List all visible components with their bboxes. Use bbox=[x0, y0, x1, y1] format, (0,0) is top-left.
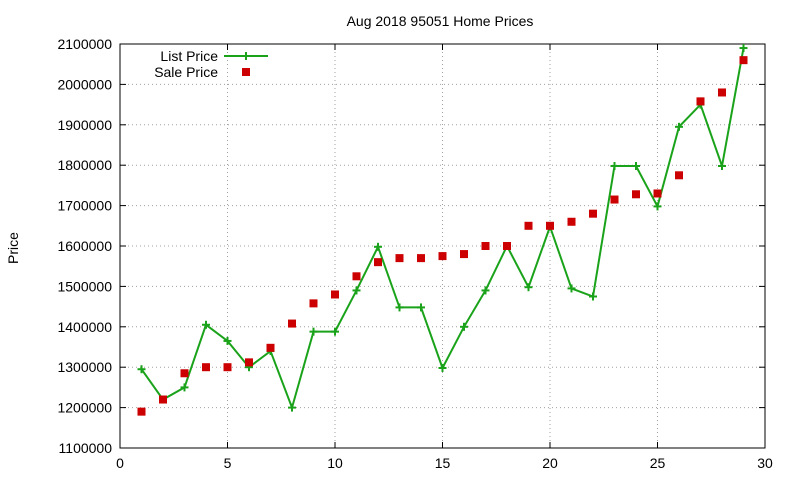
sale-price-point bbox=[503, 242, 511, 250]
sale-price-point bbox=[589, 209, 597, 218]
y-tick-label: 2000000 bbox=[57, 76, 112, 92]
sale-price-point bbox=[395, 254, 404, 263]
list-price-point bbox=[417, 303, 425, 312]
list-price-point bbox=[202, 320, 210, 329]
sale-price-point bbox=[266, 343, 275, 352]
y-tick-label: 1900000 bbox=[57, 117, 112, 133]
list-price-point bbox=[718, 162, 726, 171]
x-tick-label: 30 bbox=[757, 455, 773, 471]
sale-price-point bbox=[352, 272, 361, 281]
list-price-line bbox=[140, 47, 745, 411]
list-price-point bbox=[374, 242, 382, 251]
grid bbox=[120, 44, 765, 448]
y-tick-label: 1200000 bbox=[57, 400, 112, 416]
sale-price-point bbox=[223, 363, 232, 372]
list-price-point bbox=[331, 327, 339, 336]
axes: 0 5 10 15 20 25 30 1100000 1200000 1300000 1400000… bbox=[57, 36, 773, 471]
sale-price-point bbox=[331, 290, 339, 299]
list-price-point bbox=[589, 292, 597, 301]
sale-price-point bbox=[567, 217, 576, 226]
list-price-point bbox=[567, 284, 576, 293]
y-tick-label: 1100000 bbox=[59, 440, 113, 456]
legend-swatch-sale-price bbox=[242, 68, 250, 76]
sale-price-point bbox=[417, 254, 425, 263]
sale-price-point bbox=[288, 319, 296, 328]
sale-price-point bbox=[610, 195, 619, 204]
sale-price-point bbox=[309, 299, 318, 308]
sale-price-point bbox=[202, 363, 210, 372]
x-tick-label: 15 bbox=[435, 455, 451, 471]
list-price-point bbox=[395, 303, 404, 312]
list-price-point bbox=[675, 122, 683, 131]
y-tick-label: 1800000 bbox=[57, 157, 112, 173]
y-tick-label: 2100000 bbox=[57, 36, 112, 52]
list-price-point bbox=[481, 286, 490, 295]
list-price-point bbox=[610, 162, 619, 171]
sale-price-series bbox=[137, 56, 748, 416]
sale-price-point bbox=[675, 171, 683, 180]
y-tick-label: 1700000 bbox=[57, 198, 112, 214]
sale-price-point bbox=[696, 97, 705, 106]
sale-price-point bbox=[374, 258, 382, 267]
x-tick-label: 20 bbox=[542, 455, 558, 471]
sale-price-point bbox=[481, 242, 490, 250]
sale-price-point bbox=[159, 395, 167, 404]
legend-label-list-price: List Price bbox=[160, 48, 218, 64]
list-price-point bbox=[309, 327, 318, 336]
sale-price-point bbox=[460, 250, 468, 259]
y-tick-label: 1500000 bbox=[57, 278, 112, 294]
list-price-point bbox=[653, 202, 662, 211]
sale-price-point bbox=[718, 88, 726, 97]
list-price-point bbox=[438, 364, 447, 373]
legend-swatch-list-price-marker bbox=[242, 52, 250, 60]
legend-label-sale-price: Sale Price bbox=[154, 64, 218, 80]
x-tick-label: 10 bbox=[327, 455, 343, 471]
list-price-point bbox=[460, 322, 468, 331]
list-price-point bbox=[223, 336, 232, 345]
series bbox=[137, 44, 748, 416]
y-axis-label: Price bbox=[5, 232, 21, 264]
sale-price-point bbox=[524, 221, 533, 230]
y-tick-label: 1400000 bbox=[57, 319, 112, 335]
y-tick-label: 1600000 bbox=[57, 238, 112, 254]
list-price-point bbox=[288, 403, 296, 412]
x-tick-label: 25 bbox=[650, 455, 666, 471]
sale-price-point bbox=[180, 369, 189, 378]
list-price-point bbox=[524, 283, 533, 292]
sale-price-point bbox=[438, 252, 447, 261]
sale-price-point bbox=[546, 221, 554, 230]
sale-price-point bbox=[137, 407, 146, 416]
list-price-point bbox=[180, 383, 189, 392]
x-tick-label: 5 bbox=[224, 455, 232, 471]
x-tick-label: 0 bbox=[116, 455, 124, 471]
sale-price-point bbox=[653, 189, 662, 198]
list-price-point bbox=[739, 44, 748, 53]
sale-price-point bbox=[632, 190, 640, 199]
list-price-point bbox=[632, 162, 640, 171]
y-tick-label: 1300000 bbox=[57, 359, 112, 375]
list-price-point bbox=[137, 365, 146, 374]
sale-price-point bbox=[245, 358, 253, 367]
chart-title: Aug 2018 95051 Home Prices bbox=[347, 13, 534, 29]
list-price-point bbox=[352, 286, 361, 295]
sale-price-point bbox=[739, 56, 748, 65]
